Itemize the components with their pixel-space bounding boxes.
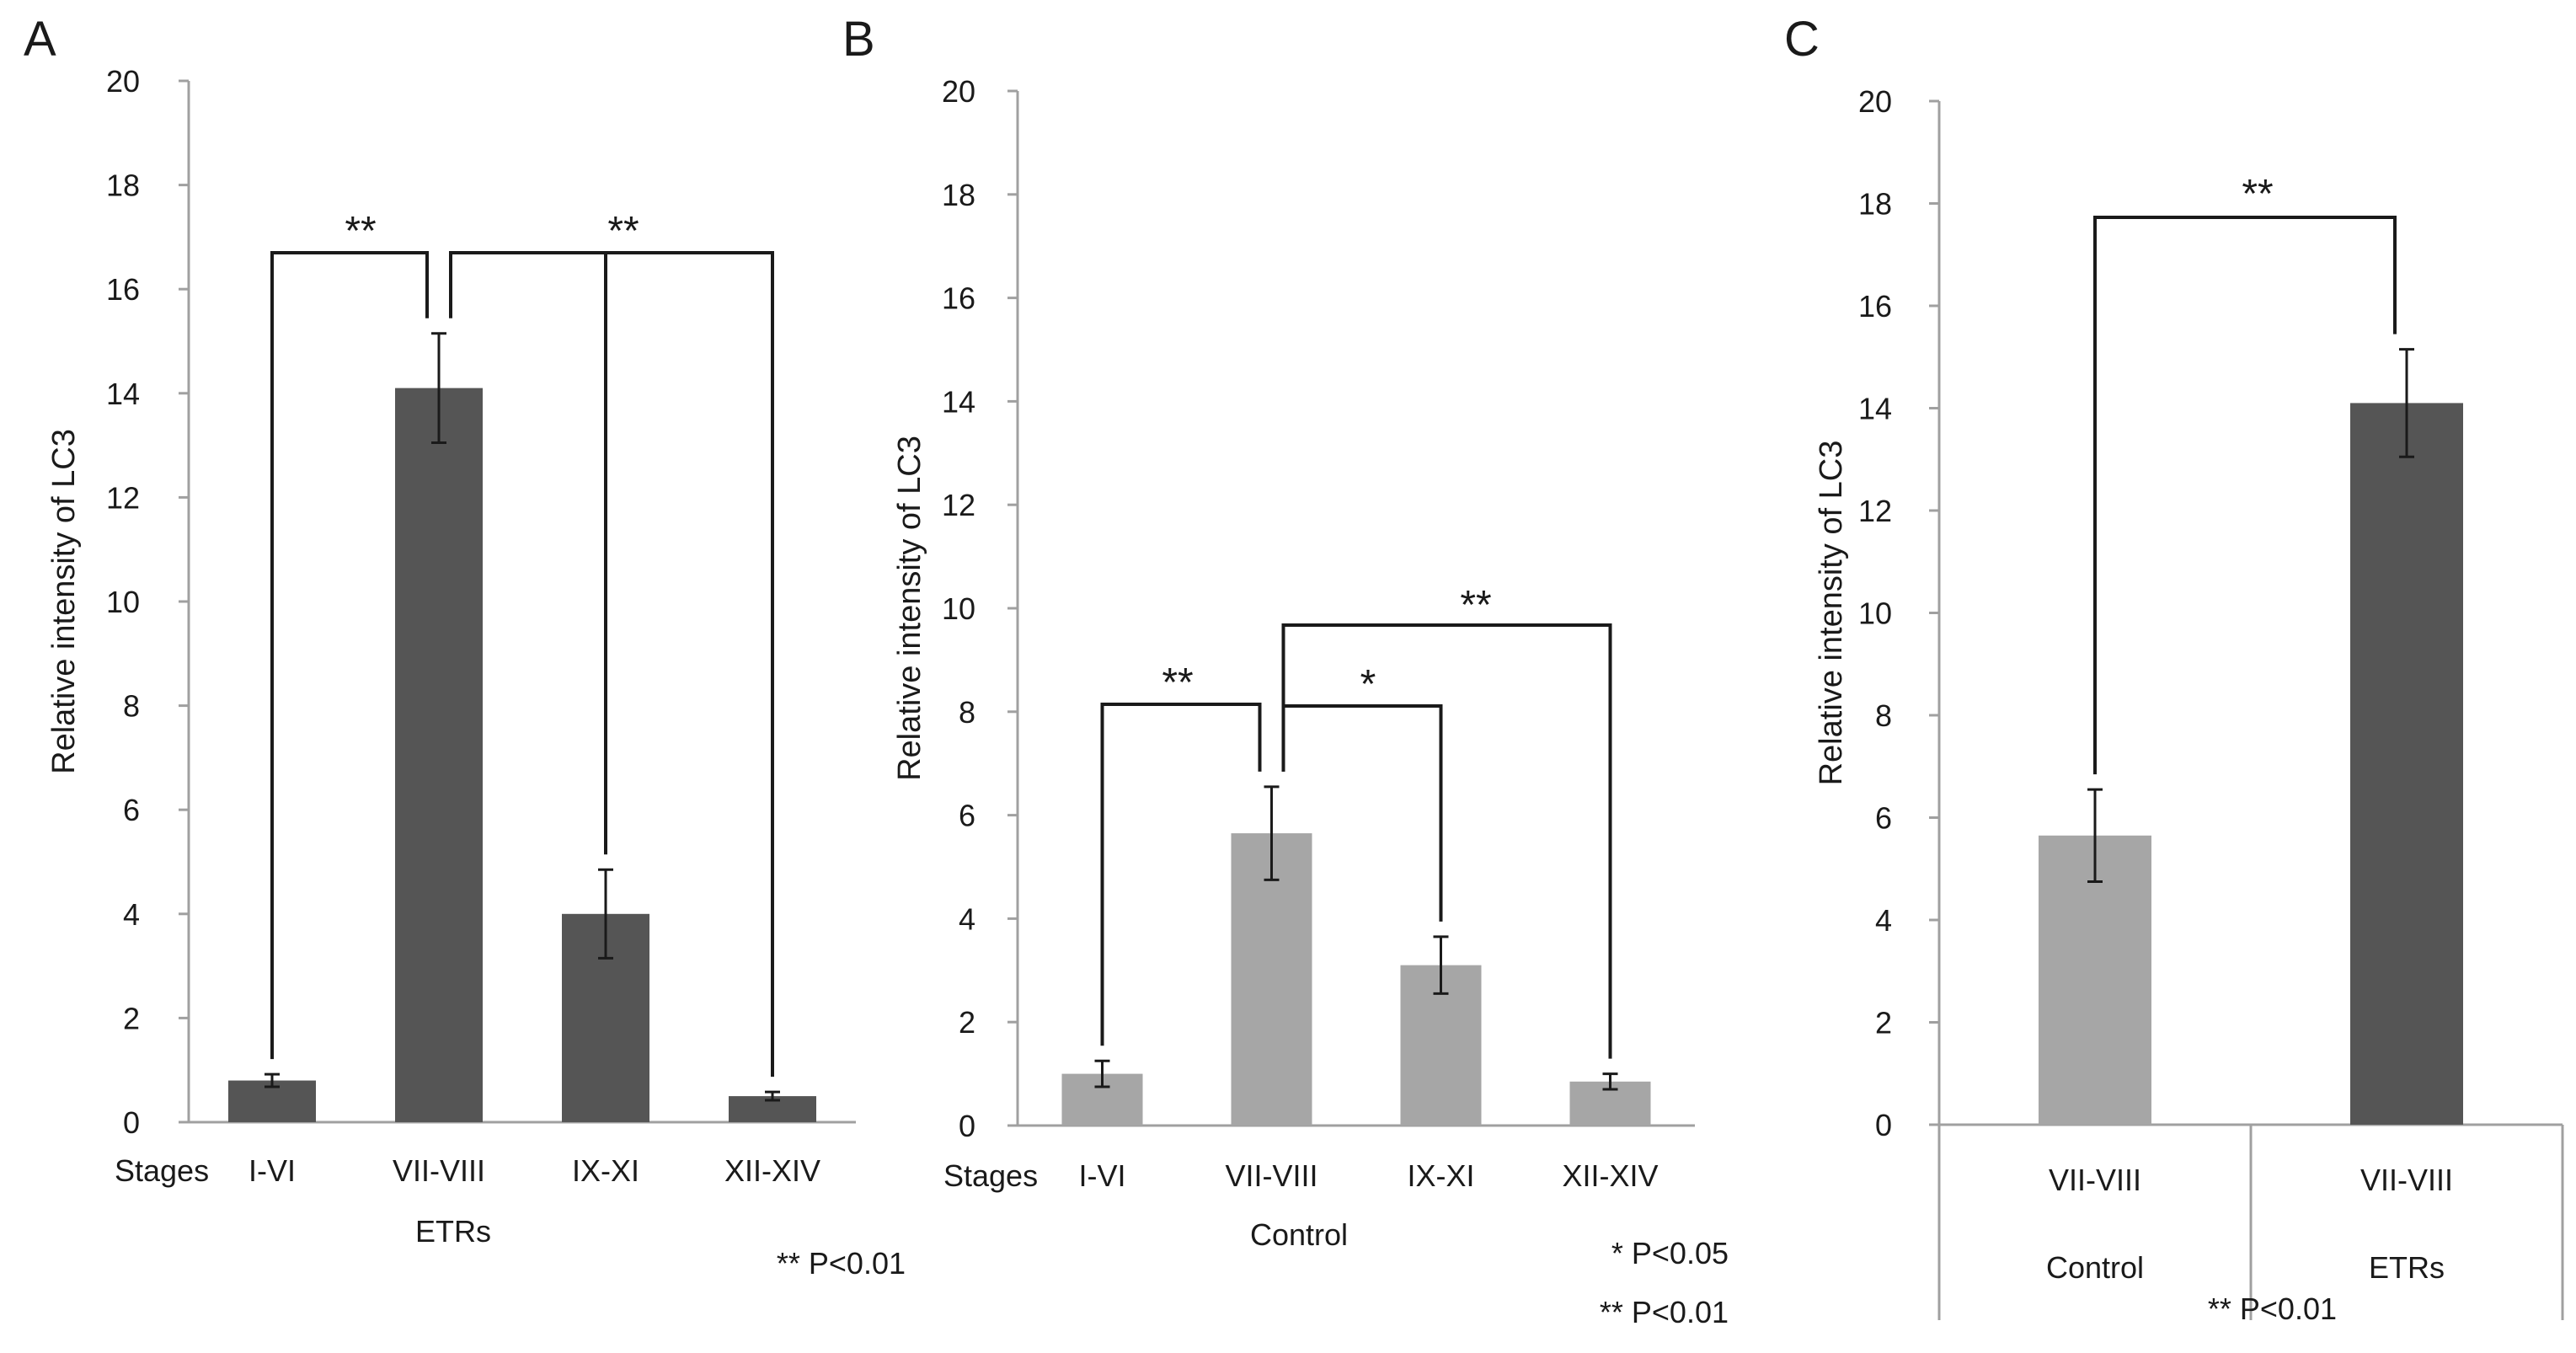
x-category-label: VII-VIII — [393, 1153, 485, 1188]
x-category-label: XII-XIV — [1562, 1158, 1658, 1193]
p-value-note: ** P<0.01 — [777, 1246, 906, 1281]
y-tick-label: 2 — [1875, 1006, 1892, 1040]
y-tick-label: 12 — [1858, 494, 1892, 528]
significance-bracket — [1100, 703, 1262, 1046]
y-tick-label: 6 — [123, 793, 140, 827]
panel-a: A 0 2 4 6 8 10 12 14 16 18 20 Relative intensity of … — [24, 12, 906, 1281]
y-tick-label: 8 — [1875, 698, 1892, 733]
p-value-note: ** P<0.01 — [2208, 1292, 2337, 1326]
significance-bracket — [2093, 216, 2397, 775]
y-tick-label: 6 — [1875, 801, 1892, 836]
y-tick-label: 10 — [106, 585, 140, 619]
p-value-note: * P<0.05 — [1611, 1236, 1729, 1270]
y-tick-label: 10 — [942, 591, 975, 626]
y-axis-label: Relative intensity of LC3 — [1814, 441, 1849, 786]
group-label: Control — [2046, 1250, 2144, 1285]
y-tick-label: 10 — [1858, 596, 1892, 631]
x-category-label: VII-VIII — [2049, 1163, 2141, 1197]
p-value-note: ** P<0.01 — [1600, 1295, 1729, 1329]
y-axis-label: Relative intensity of LC3 — [892, 436, 927, 781]
y-tick-label: 4 — [959, 901, 975, 936]
y-axis-label: Relative intensity of LC3 — [46, 429, 82, 774]
significance-label: ** — [607, 209, 639, 254]
y-tick-label: 8 — [959, 695, 975, 730]
x-category-label: IX-XI — [1407, 1158, 1474, 1193]
y-tick-label: 18 — [942, 178, 975, 212]
y-tick-label: 8 — [123, 689, 140, 724]
x-category-label: I-VI — [249, 1153, 296, 1188]
y-tick-label: 18 — [1858, 187, 1892, 222]
y-tick-label: 0 — [959, 1109, 975, 1143]
significance-label: ** — [2242, 172, 2273, 217]
y-tick-label: 20 — [942, 74, 975, 109]
y-tick-label: 2 — [123, 1001, 140, 1035]
significance-label: ** — [1162, 660, 1193, 705]
y-tick-label: 12 — [942, 488, 975, 522]
stages-label: Stages — [115, 1153, 209, 1188]
significance-bracket — [449, 251, 774, 1078]
significance-label: * — [1360, 662, 1376, 707]
panel-c: C 0 2 4 6 8 10 12 14 16 18 20 Relative intensity of … — [1784, 12, 2564, 1326]
y-tick-label: 2 — [959, 1005, 975, 1040]
y-tick-label: 0 — [1875, 1108, 1892, 1142]
significance-bracket — [1281, 623, 1612, 1059]
y-tick-label: 14 — [1858, 392, 1892, 426]
y-tick-label: 12 — [106, 480, 140, 515]
significance-label: ** — [345, 209, 376, 254]
group-label: ETRs — [415, 1214, 491, 1249]
x-category-label: VII-VIII — [2360, 1163, 2453, 1197]
group-label: ETRs — [2369, 1250, 2445, 1285]
bar — [395, 388, 483, 1122]
x-category-label: IX-XI — [572, 1153, 639, 1188]
y-tick-label: 16 — [106, 272, 140, 307]
group-label: Control — [1250, 1217, 1348, 1252]
bar — [1231, 833, 1312, 1126]
panel-letter: B — [842, 12, 875, 67]
significance-label: ** — [1460, 583, 1491, 628]
y-tick-label: 0 — [123, 1105, 140, 1140]
y-tick-label: 16 — [1858, 289, 1892, 324]
x-category-label: I-VI — [1078, 1158, 1125, 1193]
panel-b: B 0 2 4 6 8 10 12 14 16 18 20 Relative intensity of … — [842, 12, 1729, 1329]
x-category-label: VII-VIII — [1225, 1158, 1317, 1193]
significance-bracket — [270, 251, 429, 1060]
stages-label: Stages — [943, 1158, 1038, 1193]
y-tick-label: 6 — [959, 799, 975, 833]
y-tick-label: 20 — [1858, 84, 1892, 119]
y-tick-label: 20 — [106, 64, 140, 99]
y-tick-label: 14 — [942, 384, 975, 419]
panel-letter: C — [1784, 12, 1820, 67]
y-tick-label: 4 — [1875, 903, 1892, 938]
bar — [2350, 403, 2463, 1125]
y-tick-label: 18 — [106, 168, 140, 203]
bar — [2039, 835, 2151, 1125]
panel-letter: A — [24, 12, 56, 67]
x-category-label: XII-XIV — [724, 1153, 820, 1188]
y-tick-label: 14 — [106, 377, 140, 411]
y-tick-label: 16 — [942, 281, 975, 316]
y-tick-label: 4 — [123, 897, 140, 932]
